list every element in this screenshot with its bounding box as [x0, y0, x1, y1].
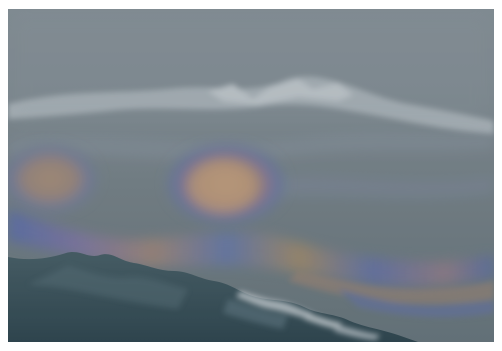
photo-frame [8, 9, 494, 342]
oil-slick-photo [8, 9, 494, 342]
